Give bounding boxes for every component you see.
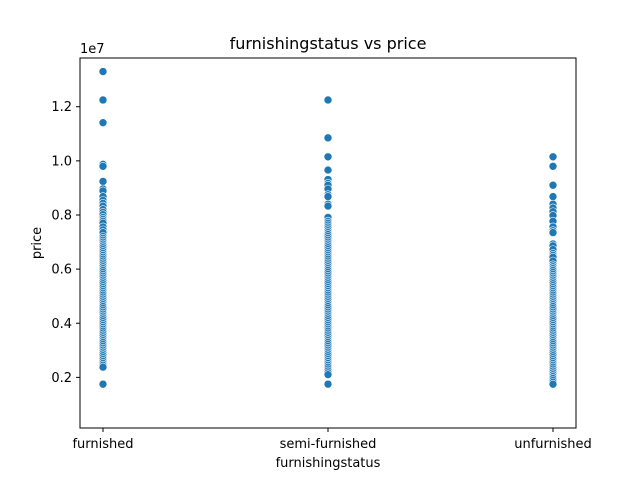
data-point [548, 228, 558, 237]
y-axis: 0.2 0.4 0.6 0.8 1.0 1.2 [51, 100, 80, 386]
y-axis-label: price [30, 227, 45, 259]
data-point [323, 152, 333, 162]
data-point [323, 165, 333, 175]
data-point [323, 192, 333, 201]
y-tick-label: 1.2 [51, 100, 72, 115]
x-axis: furnished semi-furnished unfurnished [72, 428, 592, 452]
chart-title: furnishingstatus vs price [230, 34, 427, 53]
data-point [98, 67, 108, 76]
data-point [98, 362, 108, 372]
data-point [98, 95, 108, 105]
data-point [323, 201, 333, 211]
data-point [548, 192, 558, 201]
y-tick-label: 0.8 [51, 208, 72, 223]
data-point [98, 177, 108, 186]
data-point [323, 370, 333, 379]
data-point [548, 180, 558, 190]
y-tick-label: 0.2 [51, 371, 72, 386]
data-point [323, 95, 333, 105]
data-point [98, 161, 108, 171]
y-tick-label: 0.4 [51, 317, 72, 332]
x-tick-label: unfurnished [514, 437, 592, 452]
data-points [98, 67, 558, 389]
data-point [323, 133, 333, 143]
data-point [548, 379, 558, 389]
x-tick-label: semi-furnished [280, 437, 377, 452]
y-tick-label: 1.0 [51, 154, 72, 169]
data-point [98, 379, 108, 389]
x-axis-label: furnishingstatus [276, 456, 381, 471]
data-point [323, 379, 333, 389]
x-tick-label: furnished [72, 437, 133, 452]
y-axis-offset-label: 1e7 [80, 42, 105, 57]
data-point [548, 152, 558, 162]
data-point [548, 161, 558, 171]
data-point [98, 118, 108, 127]
y-tick-label: 0.6 [51, 263, 72, 278]
